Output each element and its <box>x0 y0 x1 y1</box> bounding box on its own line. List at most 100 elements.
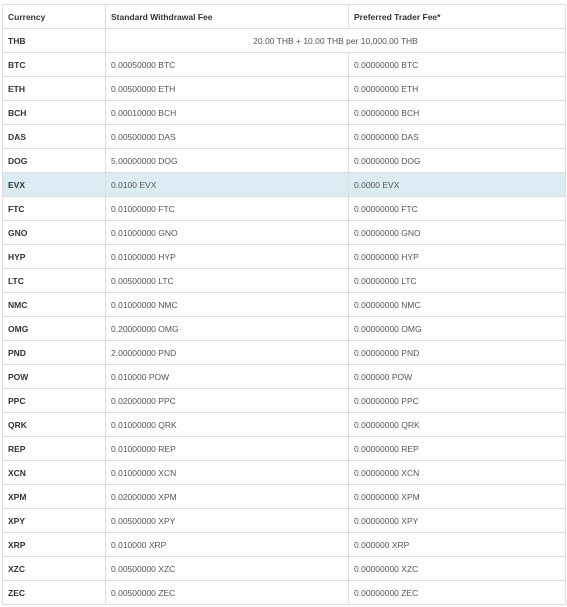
table-row: NMC 0.01000000 NMC 0.00000000 NMC <box>2 292 566 317</box>
preferred-fee-cell: 0.00000000 XCN <box>348 460 566 485</box>
currency-cell: QRK <box>2 412 106 437</box>
table-row: XPM 0.02000000 XPM 0.00000000 XPM <box>2 484 566 509</box>
currency-cell: XCN <box>2 460 106 485</box>
currency-cell: XZC <box>2 556 106 581</box>
preferred-fee-cell: 0.00000000 OMG <box>348 316 566 341</box>
table-row: XZC 0.00500000 XZC 0.00000000 XZC <box>2 556 566 581</box>
table-row: XCN 0.01000000 XCN 0.00000000 XCN <box>2 460 566 485</box>
standard-fee-cell: 0.00050000 BTC <box>105 52 349 77</box>
table-row: QRK 0.01000000 QRK 0.00000000 QRK <box>2 412 566 437</box>
table-row: XPY 0.00500000 XPY 0.00000000 XPY <box>2 508 566 533</box>
preferred-fee-cell: 0.00000000 BTC <box>348 52 566 77</box>
currency-cell: POW <box>2 364 106 389</box>
standard-fee-cell: 0.010000 POW <box>105 364 349 389</box>
header-row: Currency Standard Withdrawal Fee Preferr… <box>2 4 566 29</box>
currency-cell: DAS <box>2 124 106 149</box>
currency-cell: XRP <box>2 532 106 557</box>
standard-fee-cell: 0.00010000 BCH <box>105 100 349 125</box>
standard-fee-cell: 0.20000000 OMG <box>105 316 349 341</box>
column-header-standard-withdrawal-fee: Standard Withdrawal Fee <box>105 4 349 29</box>
currency-cell: OMG <box>2 316 106 341</box>
table-row: ZEC 0.00500000 ZEC 0.00000000 ZEC <box>2 580 566 605</box>
standard-fee-cell: 0.01000000 XCN <box>105 460 349 485</box>
currency-cell: EVX <box>2 172 106 197</box>
preferred-fee-cell: 0.00000000 GNO <box>348 220 566 245</box>
currency-cell: BTC <box>2 52 106 77</box>
table-header: Currency Standard Withdrawal Fee Preferr… <box>2 4 566 29</box>
table-row: HYP 0.01000000 HYP 0.00000000 HYP <box>2 244 566 269</box>
standard-fee-cell: 0.02000000 PPC <box>105 388 349 413</box>
table-row: DOG 5.00000000 DOG 0.00000000 DOG <box>2 148 566 173</box>
table-row: OMG 0.20000000 OMG 0.00000000 OMG <box>2 316 566 341</box>
preferred-fee-cell: 0.00000000 PND <box>348 340 566 365</box>
withdrawal-fee-table: Currency Standard Withdrawal Fee Preferr… <box>2 4 566 605</box>
standard-fee-cell: 0.00500000 XZC <box>105 556 349 581</box>
currency-cell: LTC <box>2 268 106 293</box>
table-row: EVX 0.0100 EVX 0.0000 EVX <box>2 172 566 197</box>
standard-fee-cell: 0.01000000 GNO <box>105 220 349 245</box>
currency-cell: DOG <box>2 148 106 173</box>
table-row: ETH 0.00500000 ETH 0.00000000 ETH <box>2 76 566 101</box>
standard-fee-cell: 0.01000000 QRK <box>105 412 349 437</box>
standard-fee-cell: 0.0100 EVX <box>105 172 349 197</box>
table-row: XRP 0.010000 XRP 0.000000 XRP <box>2 532 566 557</box>
table-row: FTC 0.01000000 FTC 0.00000000 FTC <box>2 196 566 221</box>
currency-cell: PND <box>2 340 106 365</box>
preferred-fee-cell: 0.00000000 REP <box>348 436 566 461</box>
preferred-fee-cell: 0.00000000 PPC <box>348 388 566 413</box>
standard-fee-cell: 0.00500000 ZEC <box>105 580 349 605</box>
standard-fee-cell: 0.00500000 DAS <box>105 124 349 149</box>
thb-fee-cell: 20.00 THB + 10.00 THB per 10,000.00 THB <box>105 28 566 53</box>
currency-cell: GNO <box>2 220 106 245</box>
table-row: GNO 0.01000000 GNO 0.00000000 GNO <box>2 220 566 245</box>
preferred-fee-cell: 0.00000000 XPY <box>348 508 566 533</box>
standard-fee-cell: 0.01000000 NMC <box>105 292 349 317</box>
preferred-fee-cell: 0.00000000 XPM <box>348 484 566 509</box>
currency-cell: XPY <box>2 508 106 533</box>
standard-fee-cell: 0.01000000 HYP <box>105 244 349 269</box>
standard-fee-cell: 0.00500000 ETH <box>105 76 349 101</box>
currency-cell: REP <box>2 436 106 461</box>
standard-fee-cell: 5.00000000 DOG <box>105 148 349 173</box>
table-row: BTC 0.00050000 BTC 0.00000000 BTC <box>2 52 566 77</box>
currency-cell: THB <box>2 28 106 53</box>
currency-cell: PPC <box>2 388 106 413</box>
preferred-fee-cell: 0.00000000 DOG <box>348 148 566 173</box>
table-row: PND 2.00000000 PND 0.00000000 PND <box>2 340 566 365</box>
currency-cell: NMC <box>2 292 106 317</box>
standard-fee-cell: 0.010000 XRP <box>105 532 349 557</box>
column-header-currency: Currency <box>2 4 106 29</box>
currency-cell: HYP <box>2 244 106 269</box>
table-row-thb: THB 20.00 THB + 10.00 THB per 10,000.00 … <box>2 28 566 53</box>
preferred-fee-cell: 0.000000 POW <box>348 364 566 389</box>
standard-fee-cell: 2.00000000 PND <box>105 340 349 365</box>
standard-fee-cell: 0.01000000 FTC <box>105 196 349 221</box>
preferred-fee-cell: 0.00000000 NMC <box>348 292 566 317</box>
table-row: BCH 0.00010000 BCH 0.00000000 BCH <box>2 100 566 125</box>
currency-cell: ZEC <box>2 580 106 605</box>
table-row: LTC 0.00500000 LTC 0.00000000 LTC <box>2 268 566 293</box>
currency-cell: FTC <box>2 196 106 221</box>
preferred-fee-cell: 0.00000000 BCH <box>348 100 566 125</box>
standard-fee-cell: 0.02000000 XPM <box>105 484 349 509</box>
currency-cell: ETH <box>2 76 106 101</box>
preferred-fee-cell: 0.00000000 DAS <box>348 124 566 149</box>
preferred-fee-cell: 0.00000000 FTC <box>348 196 566 221</box>
preferred-fee-cell: 0.00000000 XZC <box>348 556 566 581</box>
table-row: REP 0.01000000 REP 0.00000000 REP <box>2 436 566 461</box>
table-row: PPC 0.02000000 PPC 0.00000000 PPC <box>2 388 566 413</box>
column-header-preferred-trader-fee: Preferred Trader Fee* <box>348 4 566 29</box>
preferred-fee-cell: 0.00000000 HYP <box>348 244 566 269</box>
preferred-fee-cell: 0.00000000 ETH <box>348 76 566 101</box>
preferred-fee-cell: 0.00000000 ZEC <box>348 580 566 605</box>
preferred-fee-cell: 0.00000000 QRK <box>348 412 566 437</box>
preferred-fee-cell: 0.00000000 LTC <box>348 268 566 293</box>
currency-cell: XPM <box>2 484 106 509</box>
preferred-fee-cell: 0.000000 XRP <box>348 532 566 557</box>
table-row: DAS 0.00500000 DAS 0.00000000 DAS <box>2 124 566 149</box>
preferred-fee-cell: 0.0000 EVX <box>348 172 566 197</box>
table-row: POW 0.010000 POW 0.000000 POW <box>2 364 566 389</box>
table-body: THB 20.00 THB + 10.00 THB per 10,000.00 … <box>2 28 566 605</box>
standard-fee-cell: 0.00500000 XPY <box>105 508 349 533</box>
standard-fee-cell: 0.01000000 REP <box>105 436 349 461</box>
